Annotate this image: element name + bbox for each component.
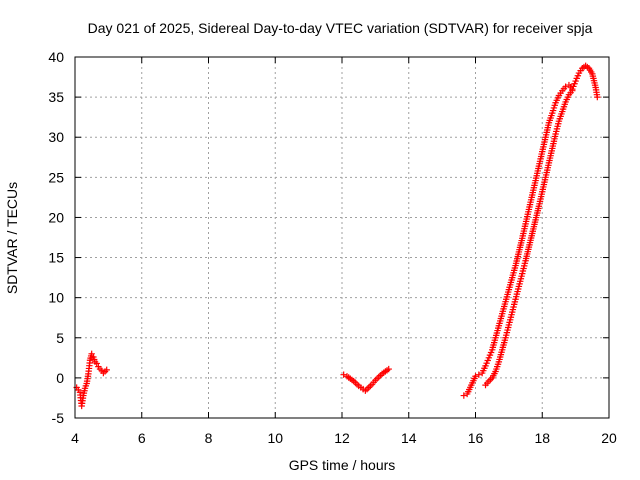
y-tick-label: 0 — [56, 370, 64, 386]
data-point-segment-c — [460, 392, 468, 399]
y-tick-labels: -5 0 5 10 15 20 25 30 35 40 — [48, 49, 64, 426]
x-tick-label: 8 — [205, 430, 213, 446]
x-tick-label: 4 — [71, 430, 79, 446]
chart-title: Day 021 of 2025, Sidereal Day-to-day VTE… — [88, 20, 593, 36]
x-tick-label: 16 — [468, 430, 484, 446]
data-point-segment-a — [88, 350, 95, 358]
y-tick-label: 5 — [56, 330, 64, 346]
x-axis-label: GPS time / hours — [289, 457, 396, 473]
y-tick-label: 35 — [48, 89, 64, 105]
y-tick-label: 30 — [48, 129, 64, 145]
y-axis-label: SDTVAR / TECUs — [4, 182, 20, 294]
x-tick-label: 18 — [534, 430, 550, 446]
data-point-segment-c — [594, 93, 601, 101]
y-tick-label: 25 — [48, 169, 64, 185]
y-tick-label: 40 — [48, 49, 64, 65]
x-tick-label: 12 — [334, 430, 350, 446]
data-point-segment-d — [569, 87, 576, 94]
data-point-segment-b — [385, 365, 392, 373]
x-tick-label: 14 — [401, 430, 417, 446]
data-point-segment-b — [340, 371, 347, 378]
data-points — [73, 62, 601, 410]
grid — [75, 57, 609, 418]
y-tick-label: 15 — [48, 250, 64, 266]
x-tick-labels: 4 6 8 10 12 14 16 18 20 — [71, 430, 617, 446]
y-tick-label: 20 — [48, 209, 64, 225]
data-point-segment-a — [93, 360, 100, 367]
y-tick-label: -5 — [52, 410, 65, 426]
x-tick-label: 6 — [138, 430, 146, 446]
x-tick-label: 10 — [267, 430, 283, 446]
x-tick-label: 20 — [601, 430, 617, 446]
data-point-segment-c — [472, 373, 479, 380]
data-point-segment-a — [103, 366, 110, 374]
axis-ticks — [74, 56, 610, 419]
data-point-segment-c — [475, 371, 483, 378]
y-tick-label: 10 — [48, 290, 64, 306]
